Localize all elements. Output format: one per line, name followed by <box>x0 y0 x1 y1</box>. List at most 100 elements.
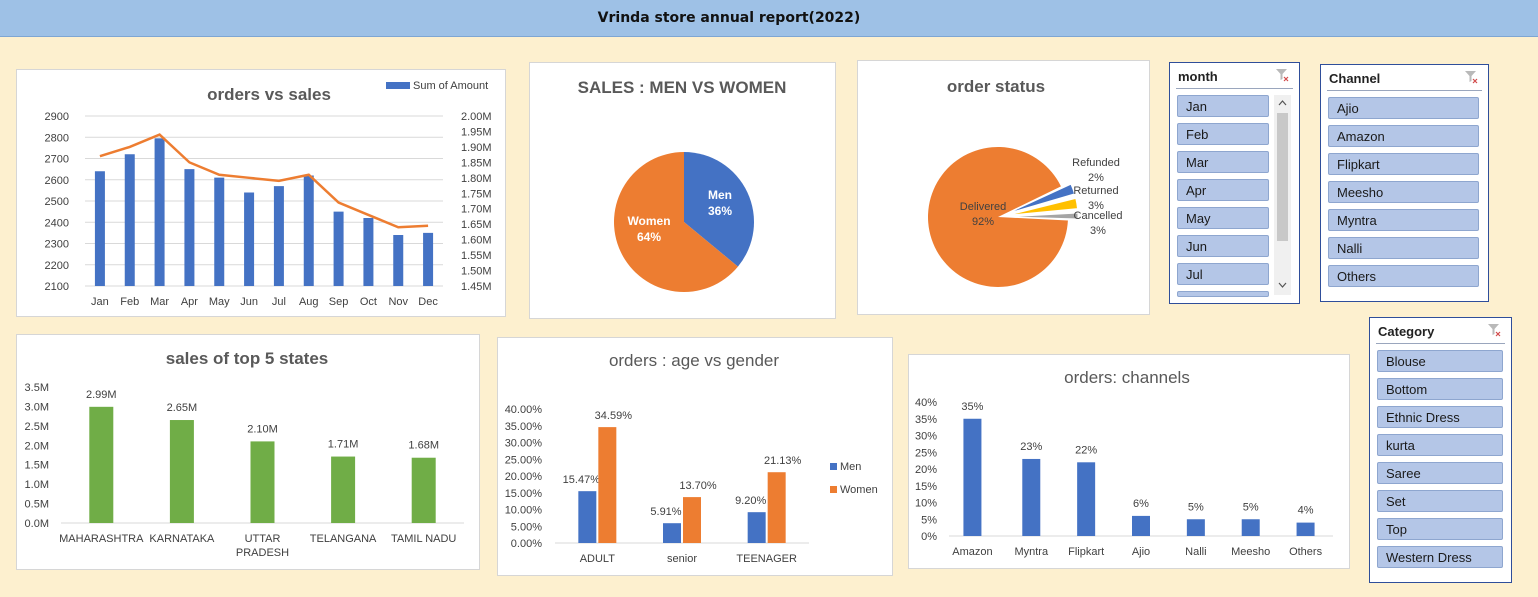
slicer-item-apr[interactable]: Apr <box>1177 179 1269 201</box>
slicer-item-may[interactable]: May <box>1177 207 1269 229</box>
bar <box>331 456 356 523</box>
bar <box>333 211 344 286</box>
bar <box>124 154 135 286</box>
slicer-item-jan[interactable]: Jan <box>1177 95 1269 117</box>
slicer-item-partial[interactable] <box>1177 291 1269 297</box>
bar <box>683 497 701 543</box>
slicer-item-amazon[interactable]: Amazon <box>1328 125 1479 147</box>
slicer-item-meesho[interactable]: Meesho <box>1328 181 1479 203</box>
slice-label: Refunded <box>1072 157 1120 169</box>
month-slicer-scrollbar[interactable] <box>1274 95 1291 295</box>
x-tick: Feb <box>120 296 139 308</box>
y-tick: 35% <box>915 414 937 426</box>
slicer-item-feb[interactable]: Feb <box>1177 123 1269 145</box>
y-tick: 25.00% <box>505 454 543 466</box>
slicer-item-top[interactable]: Top <box>1377 518 1503 540</box>
report-title: Vrinda store annual report(2022) <box>597 10 861 26</box>
slicer-item-mar[interactable]: Mar <box>1177 151 1269 173</box>
x-tick: TELANGANA <box>310 533 377 545</box>
x-tick: Nov <box>388 296 408 308</box>
y-tick: 30.00% <box>505 438 543 450</box>
x-tick: Jun <box>240 296 258 308</box>
y-tick-left: 2300 <box>45 239 69 251</box>
orders-vs-sales-chart: orders vs sales 2100 2200 2300 2400 2500 2600 2… <box>16 69 506 317</box>
legend-swatch <box>386 82 410 89</box>
month-scroll-thumb[interactable] <box>1277 113 1288 241</box>
bar <box>89 406 114 523</box>
x-tick: Sep <box>329 296 349 308</box>
data-label: 4% <box>1298 505 1314 517</box>
data-label: 1.68M <box>408 440 439 452</box>
clear-filter-icon[interactable] <box>1275 68 1289 82</box>
slicer-item-blouse[interactable]: Blouse <box>1377 350 1503 372</box>
slicer-item-myntra[interactable]: Myntra <box>1328 209 1479 231</box>
y-tick: 40.00% <box>505 404 543 416</box>
legend-label: Women <box>840 484 878 496</box>
slice-label: Women <box>627 214 670 228</box>
data-label: 5.91% <box>650 506 681 518</box>
data-label: 15.47% <box>563 474 601 486</box>
channel-slicer-title: Channel <box>1329 71 1381 86</box>
slicer-item-others[interactable]: Others <box>1328 265 1479 287</box>
y-tick-left: 2900 <box>45 111 69 123</box>
y-tick: 2.5M <box>25 421 49 433</box>
bar <box>250 441 275 523</box>
age-vs-gender-svg: orders : age vs gender 0.00% 5.00% 10.00% 15… <box>505 351 878 565</box>
bar <box>963 418 982 536</box>
bar <box>154 138 165 286</box>
x-tick: May <box>209 296 230 308</box>
y-tick-left: 2200 <box>45 260 69 272</box>
slicer-item-ajio[interactable]: Ajio <box>1328 97 1479 119</box>
x-tick: Jan <box>91 296 109 308</box>
slicer-item-nalli[interactable]: Nalli <box>1328 237 1479 259</box>
month-slicer-title: month <box>1178 69 1218 84</box>
slicer-item-western-dress[interactable]: Western Dress <box>1377 546 1503 568</box>
slicer-item-jul[interactable]: Jul <box>1177 263 1269 285</box>
pie-slice-exploded <box>1007 183 1076 214</box>
slicer-item-set[interactable]: Set <box>1377 490 1503 512</box>
y-tick-right: 2.00M <box>461 111 492 123</box>
bar <box>1296 522 1315 536</box>
clear-filter-icon[interactable] <box>1487 323 1501 337</box>
x-tick: MAHARASHTRA <box>59 533 144 545</box>
data-label: 2.65M <box>167 402 198 414</box>
x-tick: UTTAR PRADESH <box>236 533 289 559</box>
top-5-states-svg: sales of top 5 states 0.0M 0.5M 1.0M 1.5M 2.0… <box>25 349 464 559</box>
data-label: 5% <box>1243 501 1259 513</box>
slicer-item-bottom[interactable]: Bottom <box>1377 378 1503 400</box>
category-slicer: Category Blouse Bottom Ethnic Dress kurta Sa… <box>1369 317 1512 583</box>
orders-vs-sales-svg: orders vs sales 2100 2200 2300 2400 2500 2600 2… <box>45 80 492 308</box>
slice-label: Delivered <box>960 201 1006 213</box>
bar <box>411 457 436 523</box>
y-tick: 5% <box>921 514 937 526</box>
y-tick: 20.00% <box>505 471 543 483</box>
clear-filter-icon[interactable] <box>1464 70 1478 84</box>
slice-label: Cancelled <box>1074 210 1123 222</box>
legend-label: Sum of Amount <box>413 80 488 92</box>
line-series <box>99 133 429 229</box>
y-tick-right: 1.55M <box>461 250 492 262</box>
x-tick: Ajio <box>1132 546 1150 558</box>
x-tick: Apr <box>181 296 198 308</box>
x-tick: Aug <box>299 296 319 308</box>
chart-title: order status <box>947 77 1045 96</box>
y-tick-right: 1.60M <box>461 235 492 247</box>
slicer-item-jun[interactable]: Jun <box>1177 235 1269 257</box>
data-label: 1.71M <box>328 439 359 451</box>
bar <box>1132 515 1150 536</box>
age-vs-gender-chart: orders : age vs gender 0.00% 5.00% 10.00% 15… <box>497 337 893 576</box>
slicer-item-kurta[interactable]: kurta <box>1377 434 1503 456</box>
y-tick: 25% <box>915 447 937 459</box>
y-tick-right: 1.90M <box>461 142 492 154</box>
slicer-item-saree[interactable]: Saree <box>1377 462 1503 484</box>
y-tick: 1.5M <box>25 460 49 472</box>
x-tick: Flipkart <box>1068 546 1104 558</box>
slicer-item-flipkart[interactable]: Flipkart <box>1328 153 1479 175</box>
bar <box>363 218 374 286</box>
bar <box>1241 519 1260 536</box>
x-tick: KARNATAKA <box>149 533 215 545</box>
slicer-item-ethnic-dress[interactable]: Ethnic Dress <box>1377 406 1503 428</box>
slice-pct: 64% <box>637 230 661 244</box>
x-tick: senior <box>667 553 697 565</box>
y-tick: 40% <box>915 397 937 409</box>
